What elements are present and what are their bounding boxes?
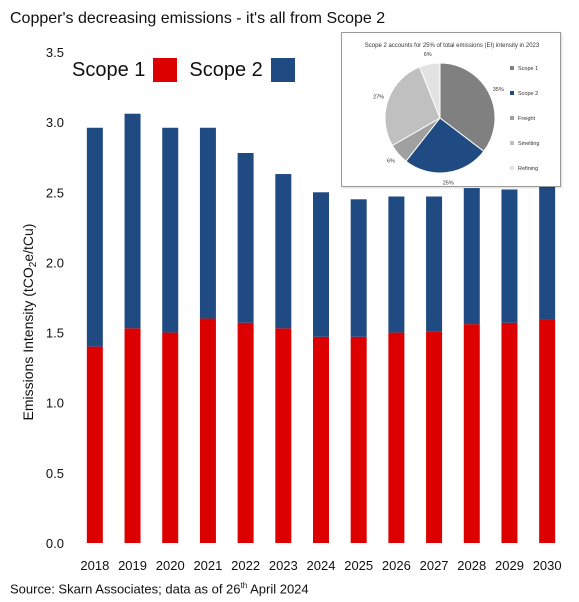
bar-scope2 <box>275 174 292 329</box>
bar-scope2 <box>313 192 329 337</box>
bar-scope2 <box>463 188 480 325</box>
legend-label-scope2: Scope 2 <box>189 58 263 81</box>
legend-swatch-scope2 <box>270 58 295 82</box>
x-tick-label: 2030 <box>533 558 562 573</box>
bar-scope2 <box>501 189 518 323</box>
pie-value-label: 35% <box>493 87 504 93</box>
bar-scope2 <box>350 199 367 337</box>
source-sup: th <box>240 581 248 590</box>
pie-value-label: 25% <box>443 180 454 186</box>
bar-scope2 <box>539 185 556 320</box>
legend-swatch-scope1 <box>153 58 178 82</box>
x-tick-label: 2025 <box>344 558 373 573</box>
pie-value-label: 27% <box>373 95 384 101</box>
pie-value-label: 6% <box>387 159 395 165</box>
bar-scope1 <box>199 318 216 543</box>
pie-legend-label: Smelting <box>518 141 539 147</box>
bar-scope2 <box>124 113 141 329</box>
legend: Scope 1 Scope 2 <box>72 58 307 82</box>
y-tick-label: 1.0 <box>46 396 64 411</box>
x-tick-label: 2029 <box>495 558 524 573</box>
bar-scope1 <box>426 331 443 543</box>
x-tick-label: 2024 <box>307 558 336 573</box>
x-tick-label: 2026 <box>382 558 411 573</box>
y-tick-label: 0.0 <box>46 536 64 551</box>
y-tick-label: 3.5 <box>46 45 64 60</box>
pie-slice <box>418 62 441 119</box>
bar-scope1 <box>86 346 103 543</box>
y-tick-label: 0.5 <box>46 466 64 481</box>
x-tick-label: 2022 <box>231 558 260 573</box>
bar-scope1 <box>124 328 141 543</box>
pie-legend-swatch <box>510 116 514 120</box>
pie-title: Scope 2 accounts for 25% of total emissi… <box>364 43 540 49</box>
pie-legend-swatch <box>510 91 514 95</box>
pie-legend-label: Freight <box>518 116 536 122</box>
bar-scope1 <box>350 336 367 543</box>
y-tick-label: 3.0 <box>46 115 64 130</box>
pie-legend-label: Scope 2 <box>518 91 538 97</box>
bar-scope1 <box>463 324 480 543</box>
bar-scope2 <box>162 127 179 333</box>
pie-value-label: 6% <box>424 52 432 58</box>
bar-scope2 <box>237 153 254 323</box>
pie-legend-label: Scope 1 <box>518 66 538 72</box>
bar-scope2 <box>199 127 216 319</box>
y-tick-label: 1.5 <box>46 326 64 341</box>
x-tick-label: 2021 <box>193 558 222 573</box>
chart-title: Copper's decreasing emissions - it's all… <box>10 10 386 27</box>
pie-inset: Scope 2 accounts for 25% of total emissi… <box>341 32 561 187</box>
pie-legend-swatch <box>510 141 514 145</box>
bar-scope1 <box>237 322 254 543</box>
pie-chart: 35% 25% 6% 27% 6% Scope 1 Scope 2 Freight Smelti… <box>373 52 539 186</box>
y-tick-label: 2.0 <box>46 255 64 270</box>
bar-scope1 <box>539 319 556 543</box>
bar-scope2 <box>86 127 103 347</box>
bar-scope2 <box>426 196 443 332</box>
bar-scope1 <box>275 328 292 543</box>
x-tick-label: 2028 <box>457 558 486 573</box>
x-tick-label: 2023 <box>269 558 298 573</box>
bar-scope1 <box>501 322 518 543</box>
x-tick-label: 2027 <box>420 558 449 573</box>
x-tick-label: 2018 <box>80 558 109 573</box>
bar-scope1 <box>313 336 329 543</box>
pie-slice <box>439 62 496 153</box>
pie-legend-label: Refining <box>518 166 538 172</box>
source-text: Source: Skarn Associates; data as of 26 <box>10 581 241 597</box>
x-tick-label: 2020 <box>156 558 185 573</box>
source-note: Source: Skarn Associates; data as of 26t… <box>10 581 309 596</box>
y-tick-label: 2.5 <box>46 185 64 200</box>
source-tail: April 2024 <box>247 581 309 597</box>
y-axis-label: Emissions Intensity (tCO2e/tCu) <box>20 224 39 421</box>
pie-legend-swatch <box>510 166 514 170</box>
bar-scope1 <box>162 332 179 543</box>
pie-slice <box>405 117 485 174</box>
legend-label-scope1: Scope 1 <box>72 58 146 81</box>
x-tick-label: 2019 <box>118 558 147 573</box>
bar-scope2 <box>388 196 405 333</box>
bar-scope1 <box>388 332 405 543</box>
pie-slice <box>384 66 441 147</box>
pie-legend-swatch <box>510 66 514 70</box>
